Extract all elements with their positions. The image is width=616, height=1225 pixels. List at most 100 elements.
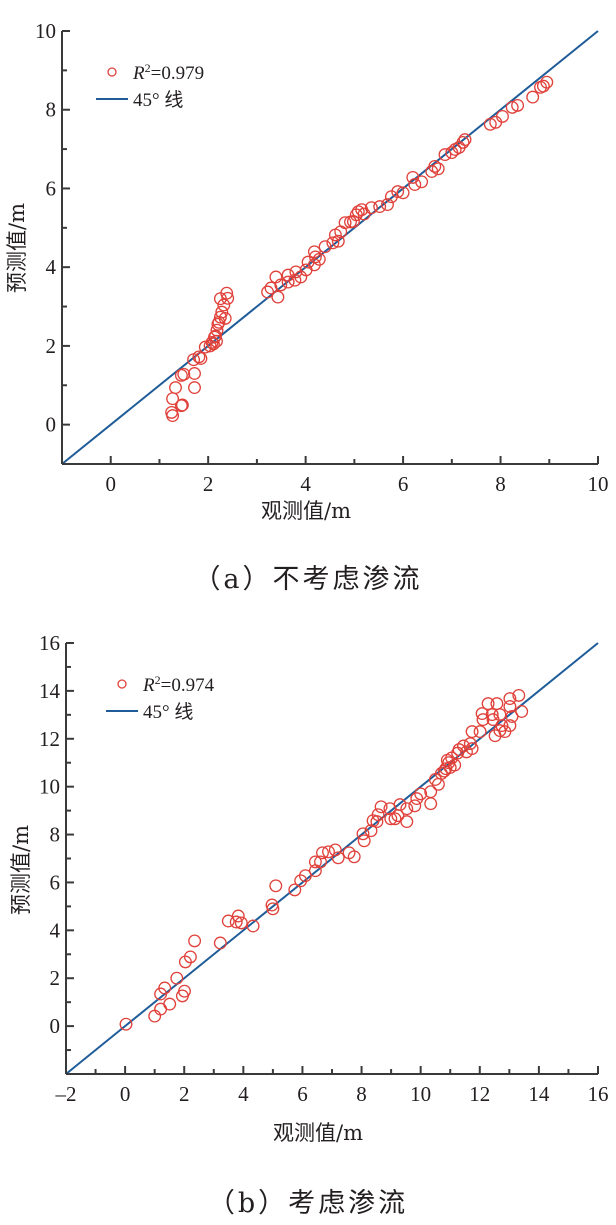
data-point [178,955,192,969]
y-tick-label: 2 [50,966,61,990]
data-point [154,1002,168,1016]
legend-marker-icon [117,679,127,689]
data-point [503,700,517,713]
data-point [410,792,424,806]
panel-b-caption: （b）考虑渗流 [208,1188,408,1219]
data-point [158,981,172,995]
data-point [312,252,326,266]
data-point [475,707,489,721]
data-point [481,697,495,711]
panel-a-y-axis-title: 预测值/m [5,203,29,293]
x-tick-label: 2 [203,472,214,496]
data-point [178,984,191,998]
data-point [213,310,227,324]
data-point [266,902,280,916]
data-point [165,405,179,419]
data-point [483,117,497,131]
x-tick-label: 4 [238,1082,249,1106]
data-point [177,367,191,381]
data-point [271,290,285,304]
x-tick-label: 10 [410,1082,431,1106]
data-point [246,919,260,933]
legend-45-label: 45° 线 [143,701,193,723]
y-tick-label: 0 [50,1014,61,1038]
data-point [488,729,502,743]
data-point [351,205,365,219]
data-point [169,381,182,395]
data-point [229,915,243,929]
data-point [476,713,490,727]
data-point [210,323,224,337]
x-tick-label: 10 [588,472,609,496]
data-point [526,90,540,104]
data-point [221,291,235,305]
data-point [400,802,414,816]
panel-a-caption: （a）不考虑渗流 [193,564,422,595]
data-point [234,916,248,930]
x-tick-label: 8 [495,472,506,496]
data-point [209,329,222,343]
data-point [198,340,212,354]
data-point [215,305,229,319]
data-point [188,934,202,948]
data-point [393,798,407,812]
data-point [261,285,275,299]
data-point [342,846,356,860]
y-tick-label: 8 [46,98,57,122]
data-point [408,799,422,813]
data-point [175,398,189,412]
data-point [188,367,201,380]
panel-a-points [165,75,554,423]
y-tick-label: 6 [46,176,57,200]
data-point [458,133,472,147]
data-point [298,869,312,883]
data-point [318,240,332,254]
data-point [452,743,466,757]
data-point [166,392,180,406]
data-point [503,692,517,706]
data-point [231,909,245,923]
data-point [384,812,398,826]
data-point [400,815,414,829]
data-point [308,855,322,869]
data-point [170,971,184,985]
data-point [486,713,500,727]
panel-a-x-axis-title: 观测值/m [261,499,351,523]
data-point [220,286,234,300]
x-tick-label: –2 [55,1082,77,1106]
y-tick-label: 0 [46,413,57,437]
data-point [364,201,378,215]
x-tick-label: 16 [588,1082,609,1106]
data-point [512,688,526,702]
data-point [326,236,340,250]
panel-b-chart: –2 0 2 4 6 8 10 12 14 16 0 2 4 6 8 10 12 14 16 R2=0.974 45… [9,631,609,1219]
data-point [221,914,235,928]
legend-r2-label: R2=0.974 [142,673,215,696]
data-point [217,298,231,312]
data-point [391,185,405,199]
data-point [374,800,388,814]
data-point [288,883,302,897]
data-point [540,75,554,89]
data-point [473,725,487,739]
data-point [505,100,519,114]
data-point [428,159,442,173]
data-point [183,950,197,964]
data-point [415,175,429,189]
data-point [414,787,428,801]
x-tick-label: 8 [356,1082,367,1106]
data-point [357,834,371,848]
data-point [328,843,342,857]
data-point [381,198,394,212]
x-tick-label: 0 [120,1082,131,1106]
y-tick-label: 12 [39,727,60,751]
data-point [370,815,384,829]
data-point [314,855,327,869]
data-point [456,135,470,149]
data-point [443,761,457,774]
data-point [218,311,232,325]
data-point [465,742,479,756]
panel-b-x-axis-title: 观测值/m [273,1121,363,1145]
data-point [496,109,509,123]
